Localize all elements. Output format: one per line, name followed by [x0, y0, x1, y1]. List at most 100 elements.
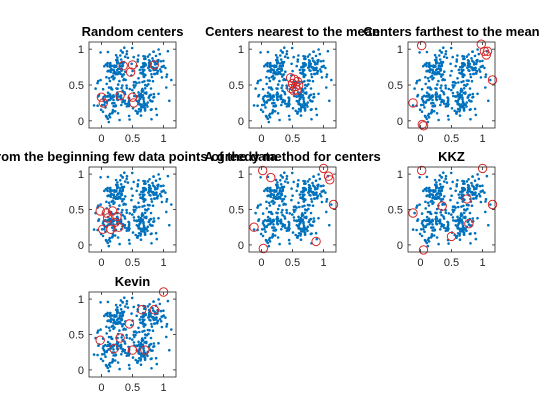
data-point [431, 109, 434, 112]
data-point [147, 191, 150, 194]
data-point [112, 102, 115, 105]
data-point [276, 93, 279, 96]
data-point [284, 180, 287, 183]
data-point [455, 100, 458, 103]
data-point [137, 91, 140, 94]
data-point [139, 234, 142, 237]
data-point [153, 342, 156, 345]
x-tick-label: 0.5 [444, 257, 459, 269]
data-point [424, 188, 427, 191]
data-point [297, 58, 300, 61]
data-point [263, 224, 266, 227]
data-point [437, 72, 440, 75]
data-point [159, 53, 162, 56]
data-point [317, 217, 320, 220]
data-point [259, 51, 262, 54]
data-point [113, 95, 116, 98]
data-point [447, 222, 450, 225]
data-point [272, 99, 275, 102]
data-point [119, 54, 122, 57]
data-point [427, 95, 430, 98]
y-tick-label: 0.5 [69, 205, 84, 217]
data-point [468, 223, 471, 226]
data-point [128, 367, 131, 370]
data-point [299, 227, 302, 230]
data-point [116, 62, 119, 65]
data-point [135, 219, 138, 222]
data-point [447, 115, 450, 118]
y-tick-label: 1 [78, 44, 84, 56]
data-point [450, 89, 453, 92]
data-point [471, 50, 474, 53]
data-point [424, 201, 427, 204]
data-point [109, 63, 112, 66]
data-point [264, 95, 267, 98]
data-point [280, 174, 283, 177]
data-point [437, 243, 440, 246]
data-point [271, 65, 274, 68]
data-point [304, 227, 307, 230]
data-point [150, 316, 153, 319]
data-point [142, 187, 145, 190]
data-point [157, 195, 160, 198]
data-point [449, 63, 452, 66]
data-point [471, 175, 474, 178]
data-point [426, 51, 429, 54]
data-point [124, 195, 127, 198]
data-point [458, 218, 461, 221]
data-point [438, 179, 441, 182]
data-point [103, 228, 106, 231]
data-point [160, 70, 163, 73]
data-point [265, 63, 268, 66]
data-point [475, 187, 478, 190]
data-point [267, 195, 270, 198]
subplot-title: Kevin [115, 274, 150, 289]
data-point [304, 189, 307, 192]
data-point [325, 86, 328, 89]
data-point [107, 91, 110, 94]
data-point [148, 79, 151, 82]
data-point [170, 79, 173, 82]
data-point [277, 208, 280, 211]
data-point [116, 312, 119, 315]
data-point [310, 109, 313, 112]
data-point [157, 298, 160, 301]
data-point [104, 344, 107, 347]
data-point [310, 73, 313, 76]
data-point [139, 110, 142, 113]
data-point [164, 67, 167, 70]
data-point [281, 209, 284, 212]
data-point [426, 70, 429, 73]
data-point [288, 97, 291, 100]
data-point [484, 86, 487, 89]
data-point [472, 93, 475, 96]
data-point [140, 238, 143, 241]
data-point [105, 326, 108, 329]
data-point [144, 212, 147, 215]
data-point [143, 58, 146, 61]
data-point [458, 94, 461, 97]
data-point [129, 88, 132, 91]
data-point [140, 363, 143, 366]
data-point [476, 48, 479, 51]
data-point [322, 184, 325, 187]
data-point [292, 56, 295, 59]
data-point [167, 175, 170, 178]
data-point [435, 212, 438, 215]
data-point [322, 60, 325, 63]
data-point [467, 187, 470, 190]
data-point [150, 358, 153, 361]
data-point [132, 84, 135, 87]
data-point [153, 96, 156, 99]
data-point [125, 53, 128, 56]
data-point [123, 296, 126, 299]
data-point [149, 319, 152, 322]
data-point [431, 233, 434, 236]
data-point [479, 60, 482, 63]
data-point [125, 209, 128, 212]
data-point [430, 189, 433, 192]
data-point [325, 211, 328, 214]
data-point [107, 118, 110, 121]
x-tick-label: 1 [321, 257, 327, 269]
data-point [297, 235, 300, 238]
